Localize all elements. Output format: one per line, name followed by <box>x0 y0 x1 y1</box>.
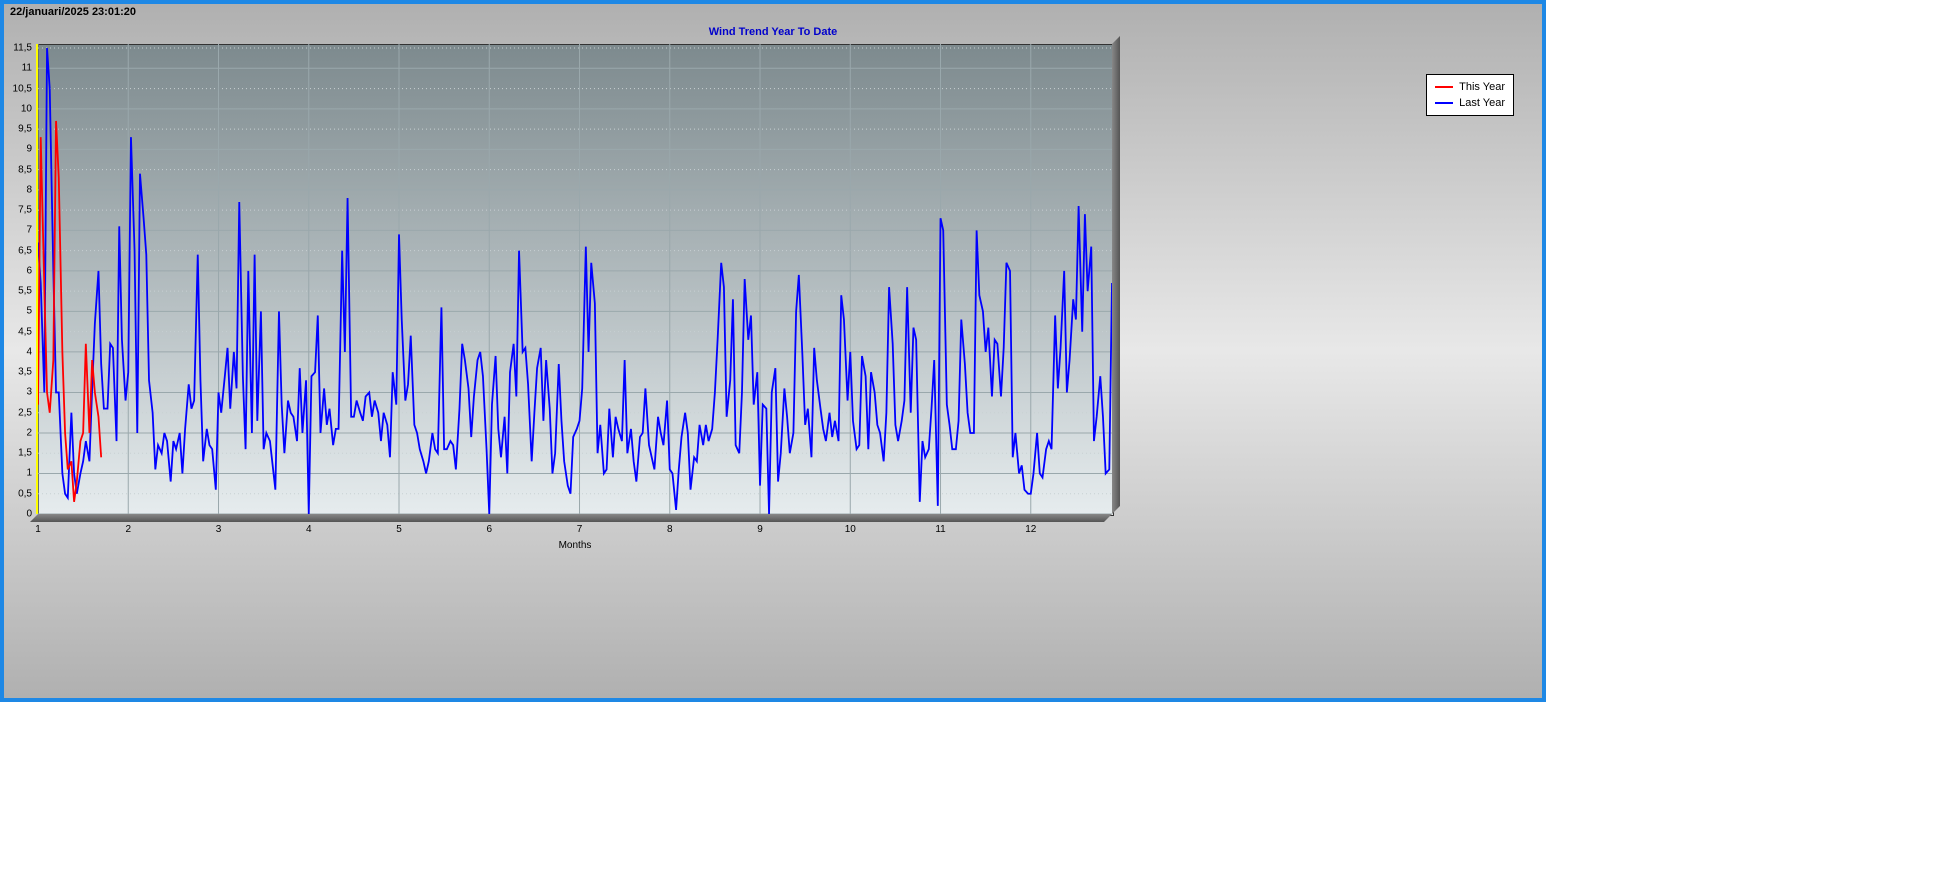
x-axis-title: Months <box>559 540 592 551</box>
y-tick-label: 11 <box>22 63 32 74</box>
timestamp-label: 22/januari/2025 23:01:20 <box>10 6 136 18</box>
y-tick-label: 3 <box>26 387 32 398</box>
x-tick-label: 5 <box>396 524 402 535</box>
y-tick-label: 4 <box>26 346 32 357</box>
y-tick-label: 2,5 <box>18 407 32 418</box>
x-tick-label: 4 <box>306 524 312 535</box>
y-tick-label: 6,5 <box>18 245 32 256</box>
y-tick-label: 11,5 <box>13 43 32 54</box>
y-tick-label: 9 <box>26 144 32 155</box>
x-tick-label: 3 <box>216 524 222 535</box>
y-tick-label: 10,5 <box>13 83 32 94</box>
legend: This Year Last Year <box>1426 74 1514 116</box>
y-tick-label: 1,5 <box>18 448 32 459</box>
series-group <box>38 48 1112 514</box>
legend-label-last-year: Last Year <box>1459 95 1505 111</box>
plot-3d-edge-right <box>1112 36 1120 514</box>
series-last-year <box>38 48 1112 514</box>
legend-swatch-this-year <box>1435 86 1453 88</box>
plot-area: 00,511,522,533,544,555,566,577,588,599,5… <box>38 44 1112 514</box>
y-tick-label: 4,5 <box>18 326 32 337</box>
y-tick-label: 10 <box>21 103 32 114</box>
legend-item-this-year: This Year <box>1435 79 1505 95</box>
chart-title: Wind Trend Year To Date <box>4 26 1542 38</box>
y-tick-label: 1 <box>26 468 32 479</box>
x-tick-label: 10 <box>845 524 856 535</box>
x-tick-label: 7 <box>577 524 583 535</box>
plot-3d-edge-bottom <box>30 514 1112 522</box>
legend-label-this-year: This Year <box>1459 79 1505 95</box>
y-tick-label: 0 <box>26 509 32 520</box>
x-tick-label: 6 <box>486 524 492 535</box>
y-tick-label: 2 <box>26 427 32 438</box>
y-tick-label: 6 <box>26 265 32 276</box>
y-tick-label: 0,5 <box>18 488 32 499</box>
y-tick-label: 7,5 <box>18 205 32 216</box>
x-tick-label: 2 <box>125 524 131 535</box>
legend-swatch-last-year <box>1435 102 1453 104</box>
legend-item-last-year: Last Year <box>1435 95 1505 111</box>
y-tick-label: 8 <box>26 184 32 195</box>
x-tick-label: 11 <box>935 524 945 535</box>
y-tick-label: 9,5 <box>18 124 32 135</box>
y-tick-label: 8,5 <box>18 164 32 175</box>
x-tick-label: 9 <box>757 524 763 535</box>
x-tick-label: 8 <box>667 524 673 535</box>
y-tick-label: 3,5 <box>18 367 32 378</box>
y-tick-label: 7 <box>26 225 32 236</box>
x-tick-label: 12 <box>1025 524 1036 535</box>
x-tick-label: 1 <box>35 524 41 535</box>
y-tick-label: 5 <box>26 306 32 317</box>
chart-frame: 22/januari/2025 23:01:20 Wind Trend Year… <box>0 0 1546 702</box>
y-tick-label: 5,5 <box>18 286 32 297</box>
plot-svg <box>38 44 1112 514</box>
